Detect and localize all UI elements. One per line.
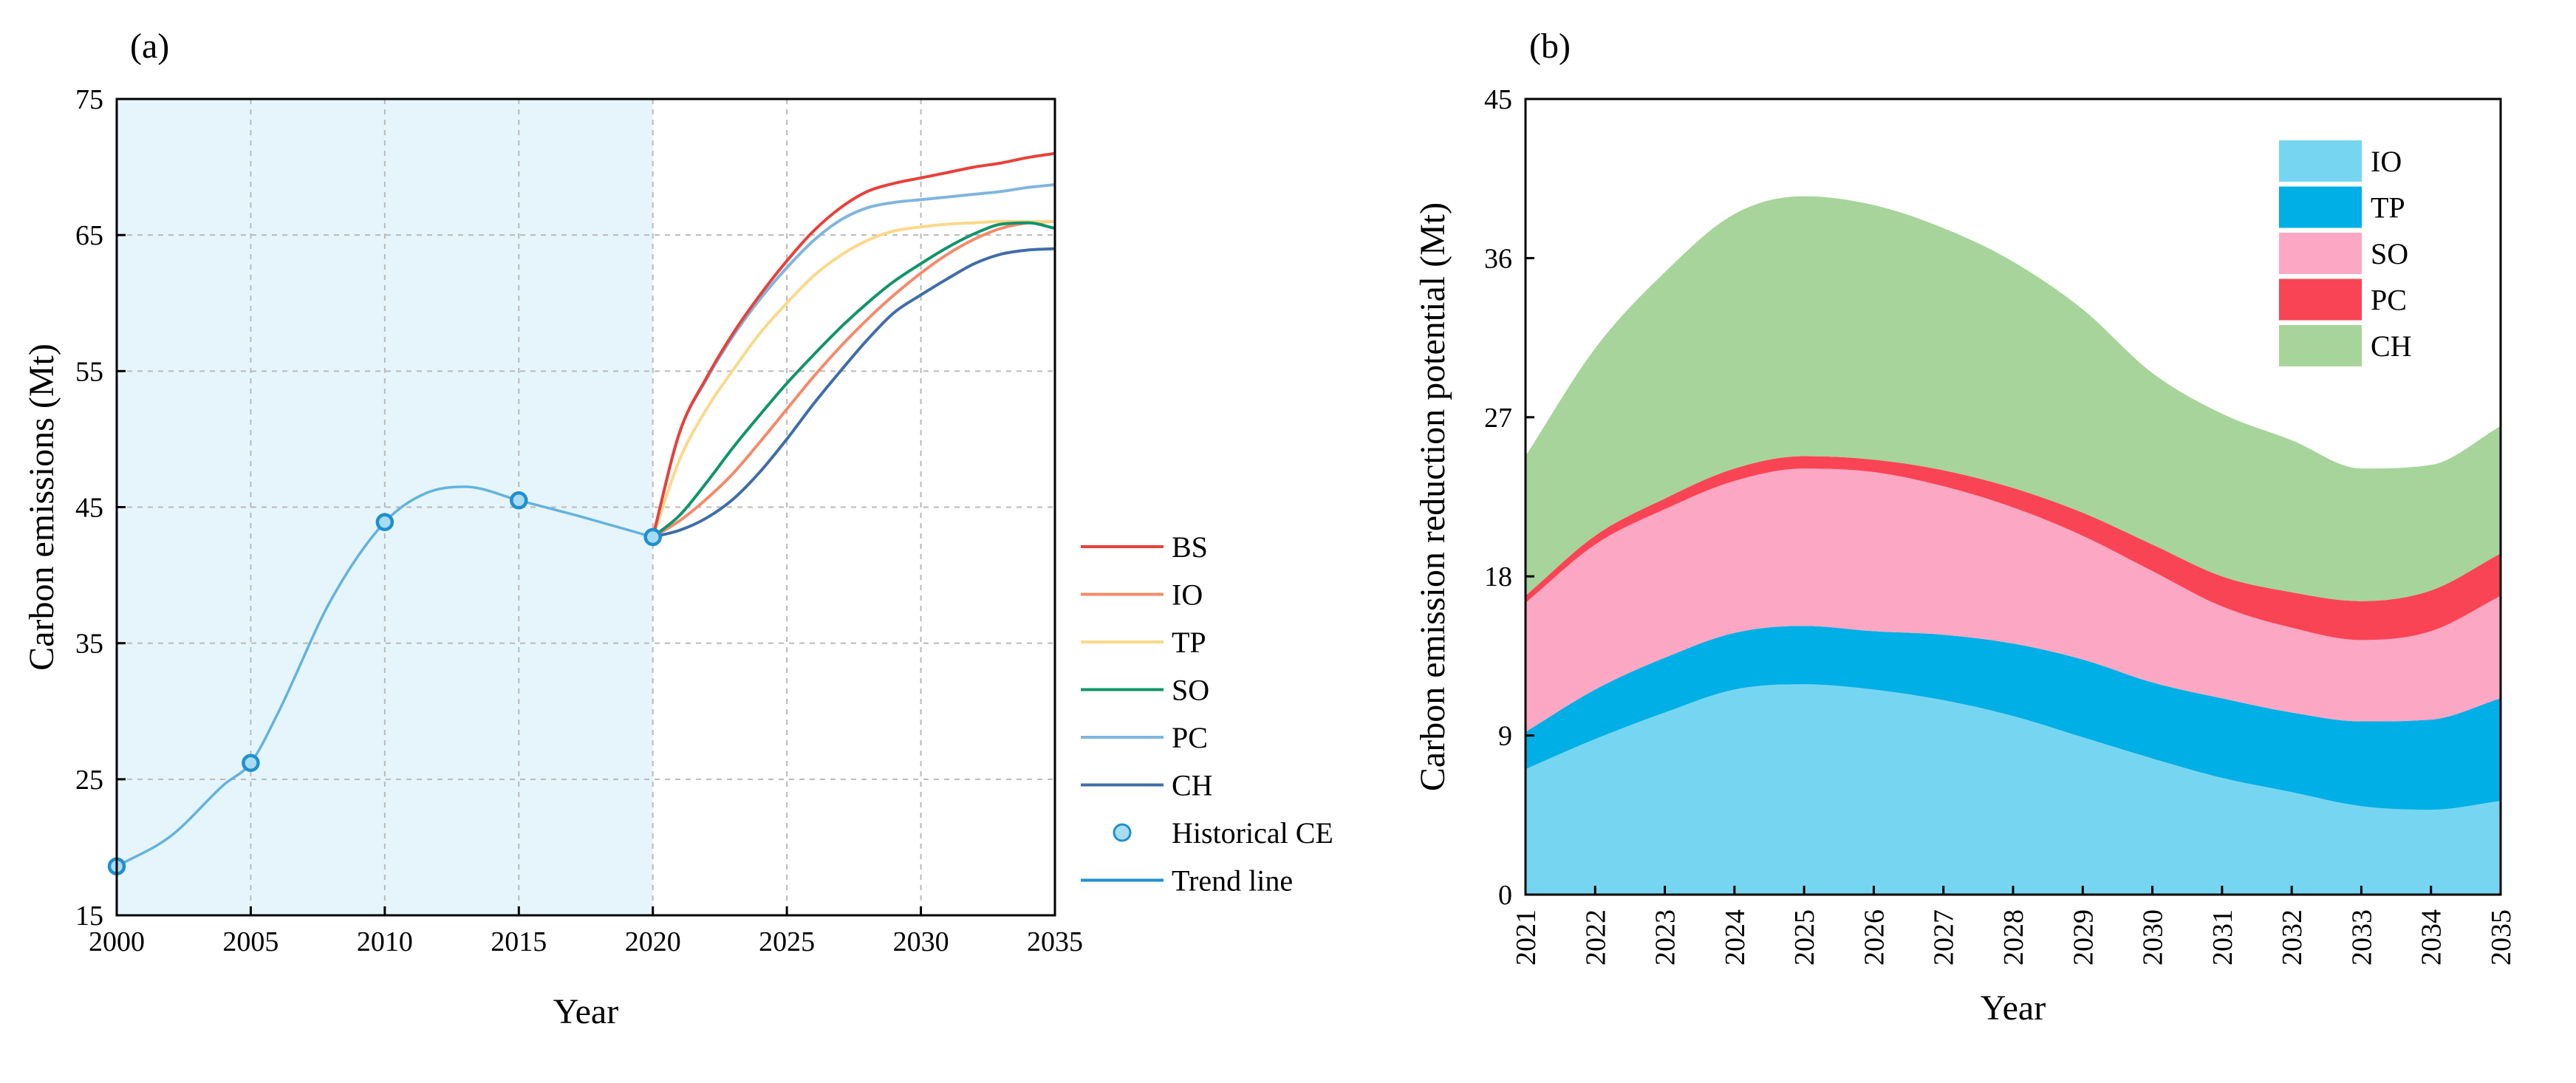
area-ch: [1526, 196, 2501, 601]
panel-a-label: (a): [130, 27, 169, 66]
panel-a-legend: BS IO TP SO PC CH Historical CE Trend line: [1081, 530, 1333, 898]
panel-b-y-tick-label: 0: [1498, 880, 1512, 911]
legend-label-ch: CH: [2371, 329, 2412, 363]
panel-b-legend: IO TP SO PC CH: [2279, 140, 2412, 366]
panel-a-y-tick-label: 65: [75, 220, 103, 251]
panel-b-x-tick-label: 2030: [2138, 909, 2169, 966]
panel-a-y-axis-label: Carbon emissions (Mt): [22, 344, 61, 671]
legend-swatch-historical: [1113, 823, 1132, 842]
legend-label-ch: CH: [1172, 769, 1213, 802]
legend-label-trend: Trend line: [1172, 864, 1293, 898]
legend-label-pc: PC: [2371, 284, 2407, 317]
area-pc: [1526, 456, 2501, 640]
legend-label-pc: PC: [1172, 721, 1208, 754]
panel-a-x-tick-label: 2020: [625, 926, 681, 957]
panel-a-y-tick-label: 25: [75, 765, 103, 796]
panel-a-y-tick-label: 75: [75, 84, 103, 115]
panel-b-stacked-area-chart: (b) 2021 2022 2023 2024 2025 2026 2027 2028 2029…: [1413, 27, 2517, 1028]
series-line-tp: [651, 219, 1055, 538]
legend-label-io: IO: [1172, 578, 1203, 612]
panel-a-x-axis-label: Year: [553, 992, 618, 1031]
historical-point: [510, 491, 528, 510]
panel-b-x-tick-label: 2022: [1580, 909, 1611, 966]
area-so: [1526, 468, 2501, 732]
panel-a-y-tick-label: 15: [75, 901, 103, 932]
panel-a-x-tick-label: 2035: [1027, 926, 1083, 957]
legend-swatch-io: [2279, 140, 2362, 182]
legend-label-so: SO: [2371, 237, 2408, 270]
series-line-ch: [652, 247, 1056, 539]
legend-swatch-ch: [2279, 325, 2362, 366]
area-tp: [1526, 626, 2501, 810]
panel-b-x-tick-label: 2033: [2346, 909, 2377, 966]
panel-b-x-axis-label: Year: [1981, 988, 2046, 1028]
panel-b-y-tick-label: 18: [1484, 561, 1512, 592]
series-line-io: [652, 219, 1056, 539]
panel-a-x-tick-label: 2015: [491, 926, 547, 957]
legend-label-historical: Historical CE: [1172, 816, 1333, 850]
panel-a-y-tick-label: 55: [75, 356, 103, 387]
panel-b-x-tick-label: 2034: [2416, 909, 2447, 966]
panel-b-x-tick-label: 2029: [2068, 909, 2099, 966]
historical-point: [375, 513, 394, 532]
legend-label-bs: BS: [1172, 530, 1208, 564]
panel-a-y-tick-label: 35: [75, 629, 103, 660]
panel-b-y-tick-label: 27: [1484, 403, 1512, 434]
panel-a-x-tick-label: 2005: [222, 926, 279, 957]
panel-b-y-tick-label: 9: [1498, 721, 1512, 752]
legend-label-io: IO: [2371, 145, 2402, 178]
panel-a-line-chart: (a) 2000 2005 2010 2015 2020 2025 2030 2035 15 25…: [22, 27, 1333, 1031]
panel-b-y-tick-label: 36: [1484, 243, 1512, 274]
legend-label-tp: TP: [1172, 626, 1206, 659]
historical-point: [242, 754, 260, 772]
legend-swatch-tp: [2279, 186, 2362, 228]
panel-b-label: (b): [1529, 27, 1571, 66]
panel-b-y-tick-label: 45: [1484, 84, 1512, 115]
legend-label-so: SO: [1172, 674, 1209, 707]
panel-b-x-tick-label: 2024: [1720, 909, 1751, 966]
panel-a-x-tick-label: 2030: [893, 926, 949, 957]
panel-b-x-tick-label: 2025: [1789, 909, 1820, 966]
historical-point: [643, 527, 662, 547]
panel-b-x-tick-label: 2031: [2207, 909, 2238, 966]
panel-b-x-tick-label: 2026: [1859, 909, 1890, 966]
panel-b-x-tick-label: 2032: [2277, 909, 2308, 966]
legend-swatch-pc: [2279, 279, 2362, 321]
panel-b-x-tick-label: 2021: [1511, 909, 1542, 966]
legend-label-tp: TP: [2371, 191, 2405, 225]
panel-b-x-tick-label: 2028: [1998, 909, 2029, 966]
area-io: [1526, 684, 2501, 895]
panel-b-x-tick-label: 2023: [1650, 909, 1681, 966]
panel-b-y-axis-label: Carbon emission reduction potential (Mt): [1413, 202, 1452, 791]
series-line-so: [652, 221, 1056, 539]
series-line-pc: [651, 183, 1056, 538]
panel-b-x-tick-label: 2035: [2486, 909, 2517, 966]
series-line-bs: [651, 151, 1056, 538]
panel-a-x-tick-label: 2010: [357, 926, 413, 957]
panel-a-y-tick-label: 45: [75, 493, 103, 524]
panel-a-x-tick-label: 2000: [89, 926, 145, 957]
legend-swatch-so: [2279, 233, 2362, 274]
panel-b-x-tick-label: 2027: [1929, 909, 1960, 966]
panel-a-x-tick-label: 2025: [759, 926, 815, 957]
